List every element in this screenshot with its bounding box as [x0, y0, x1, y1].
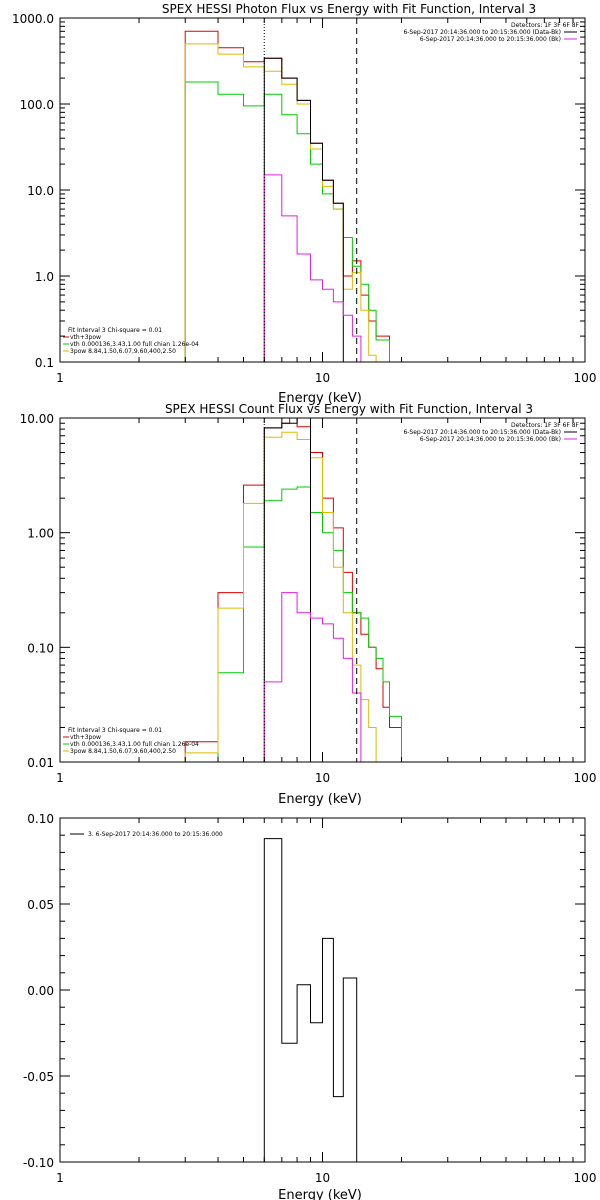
- residuals-x-axis-label: Energy (keV): [278, 1188, 362, 1200]
- photon-flux-panel: SPEX HESSI Photon Flux vs Energy with Fi…: [12, 2, 596, 406]
- p2-fit-line: vth 0.000136,3.43,1.00 full chian 1.26e-…: [70, 741, 199, 748]
- p2-info-line: 6-Sep-2017 20:14:36.000 to 20:15:36.000 …: [403, 429, 561, 436]
- p2-y-tick-label: 1.00: [27, 527, 54, 541]
- p1-info-line: 6-Sep-2017 20:14:36.000 to 20:15:36.000 …: [403, 29, 561, 36]
- count-flux-panel: SPEX HESSI Count Flux vs Energy with Fit…: [20, 402, 597, 807]
- count-flux-title: SPEX HESSI Count Flux vs Energy with Fit…: [165, 402, 533, 416]
- p3-y-tick-label: 0.10: [27, 812, 54, 826]
- p3-x-tick-label: 10: [315, 1171, 330, 1185]
- p2-y-tick-label: 0.01: [27, 756, 54, 770]
- p1-y-tick-label: 100.0: [20, 98, 54, 112]
- p2-y-tick-label: 10.00: [20, 412, 54, 426]
- p2-series-4: [263, 592, 362, 762]
- p3-legend-text: 3. 6-Sep-2017 20:14:36.000 to 20:15:36.0…: [88, 831, 223, 838]
- p2-fit-line: 3pow 8.84,1.50,6.07,9.60,400,2.50: [70, 748, 176, 755]
- p3-y-tick-label: 0.00: [27, 984, 54, 998]
- p1-x-tick-label: 100: [574, 371, 597, 385]
- p3-y-tick-label: -0.10: [23, 1156, 54, 1170]
- p1-fit-line: vth+3pow: [70, 334, 101, 341]
- p1-fit-line: 3pow 8.84,1.50,6.07,9.60,400,2.50: [70, 348, 176, 355]
- p1-x-tick-label: 1: [56, 371, 64, 385]
- p2-info-line: Detectors: 1F 3F 6F 8F: [511, 422, 580, 429]
- p2-x-tick-label: 10: [315, 771, 330, 785]
- count-flux-x-axis-label: Energy (keV): [278, 792, 362, 807]
- p2-series-3: [263, 417, 311, 762]
- p2-x-tick-label: 100: [574, 771, 597, 785]
- p2-y-tick-label: 0.10: [27, 641, 54, 655]
- p2-series-0: [184, 417, 402, 762]
- photon-flux-x-axis-label: Energy (keV): [278, 391, 362, 406]
- p3-y-tick-label: 0.05: [27, 898, 54, 912]
- p2-info-line: 6-Sep-2017 20:14:36.000 to 20:15:36.000 …: [420, 436, 561, 443]
- p3-x-tick-label: 1: [56, 1171, 64, 1185]
- p2-x-tick-label: 1: [56, 771, 64, 785]
- p3-y-tick-label: -0.05: [23, 1070, 54, 1084]
- p2-fit-line: vth+3pow: [70, 734, 101, 741]
- p1-series-2: [184, 43, 390, 363]
- residuals-panel: 1 10 100 -0.10 -0.05 0.00 0.05 0.10 Energy (keV…: [23, 812, 597, 1200]
- p1-fit-line: vth 0.000136,3.43,1.00 full chian 1.26e-…: [70, 341, 199, 348]
- p1-y-tick-label: 0.1: [35, 356, 54, 370]
- photon-flux-title: SPEX HESSI Photon Flux vs Energy with Fi…: [162, 2, 536, 16]
- p2-series-2: [184, 431, 383, 763]
- p2-series-1: [217, 486, 413, 763]
- p1-y-tick-label: 1000.0: [12, 12, 54, 26]
- p3-series-0: [263, 838, 358, 1162]
- p3-x-tick-label: 100: [574, 1171, 597, 1185]
- p1-fit-line: Fit Interval 3 Chi-square = 0.01: [68, 327, 162, 334]
- p1-x-tick-label: 10: [315, 371, 330, 385]
- p2-fit-line: Fit Interval 3 Chi-square = 0.01: [68, 727, 162, 734]
- p1-info-line: 6-Sep-2017 20:14:36.000 to 20:15:36.000 …: [420, 36, 561, 43]
- p1-info-line: Detectors: 1F 3F 6F 8F: [511, 22, 580, 29]
- p1-y-tick-label: 10.0: [27, 184, 54, 198]
- p1-y-tick-label: 1.0: [35, 270, 54, 284]
- p1-series-4: [263, 174, 362, 362]
- p1-series-3: [263, 57, 344, 362]
